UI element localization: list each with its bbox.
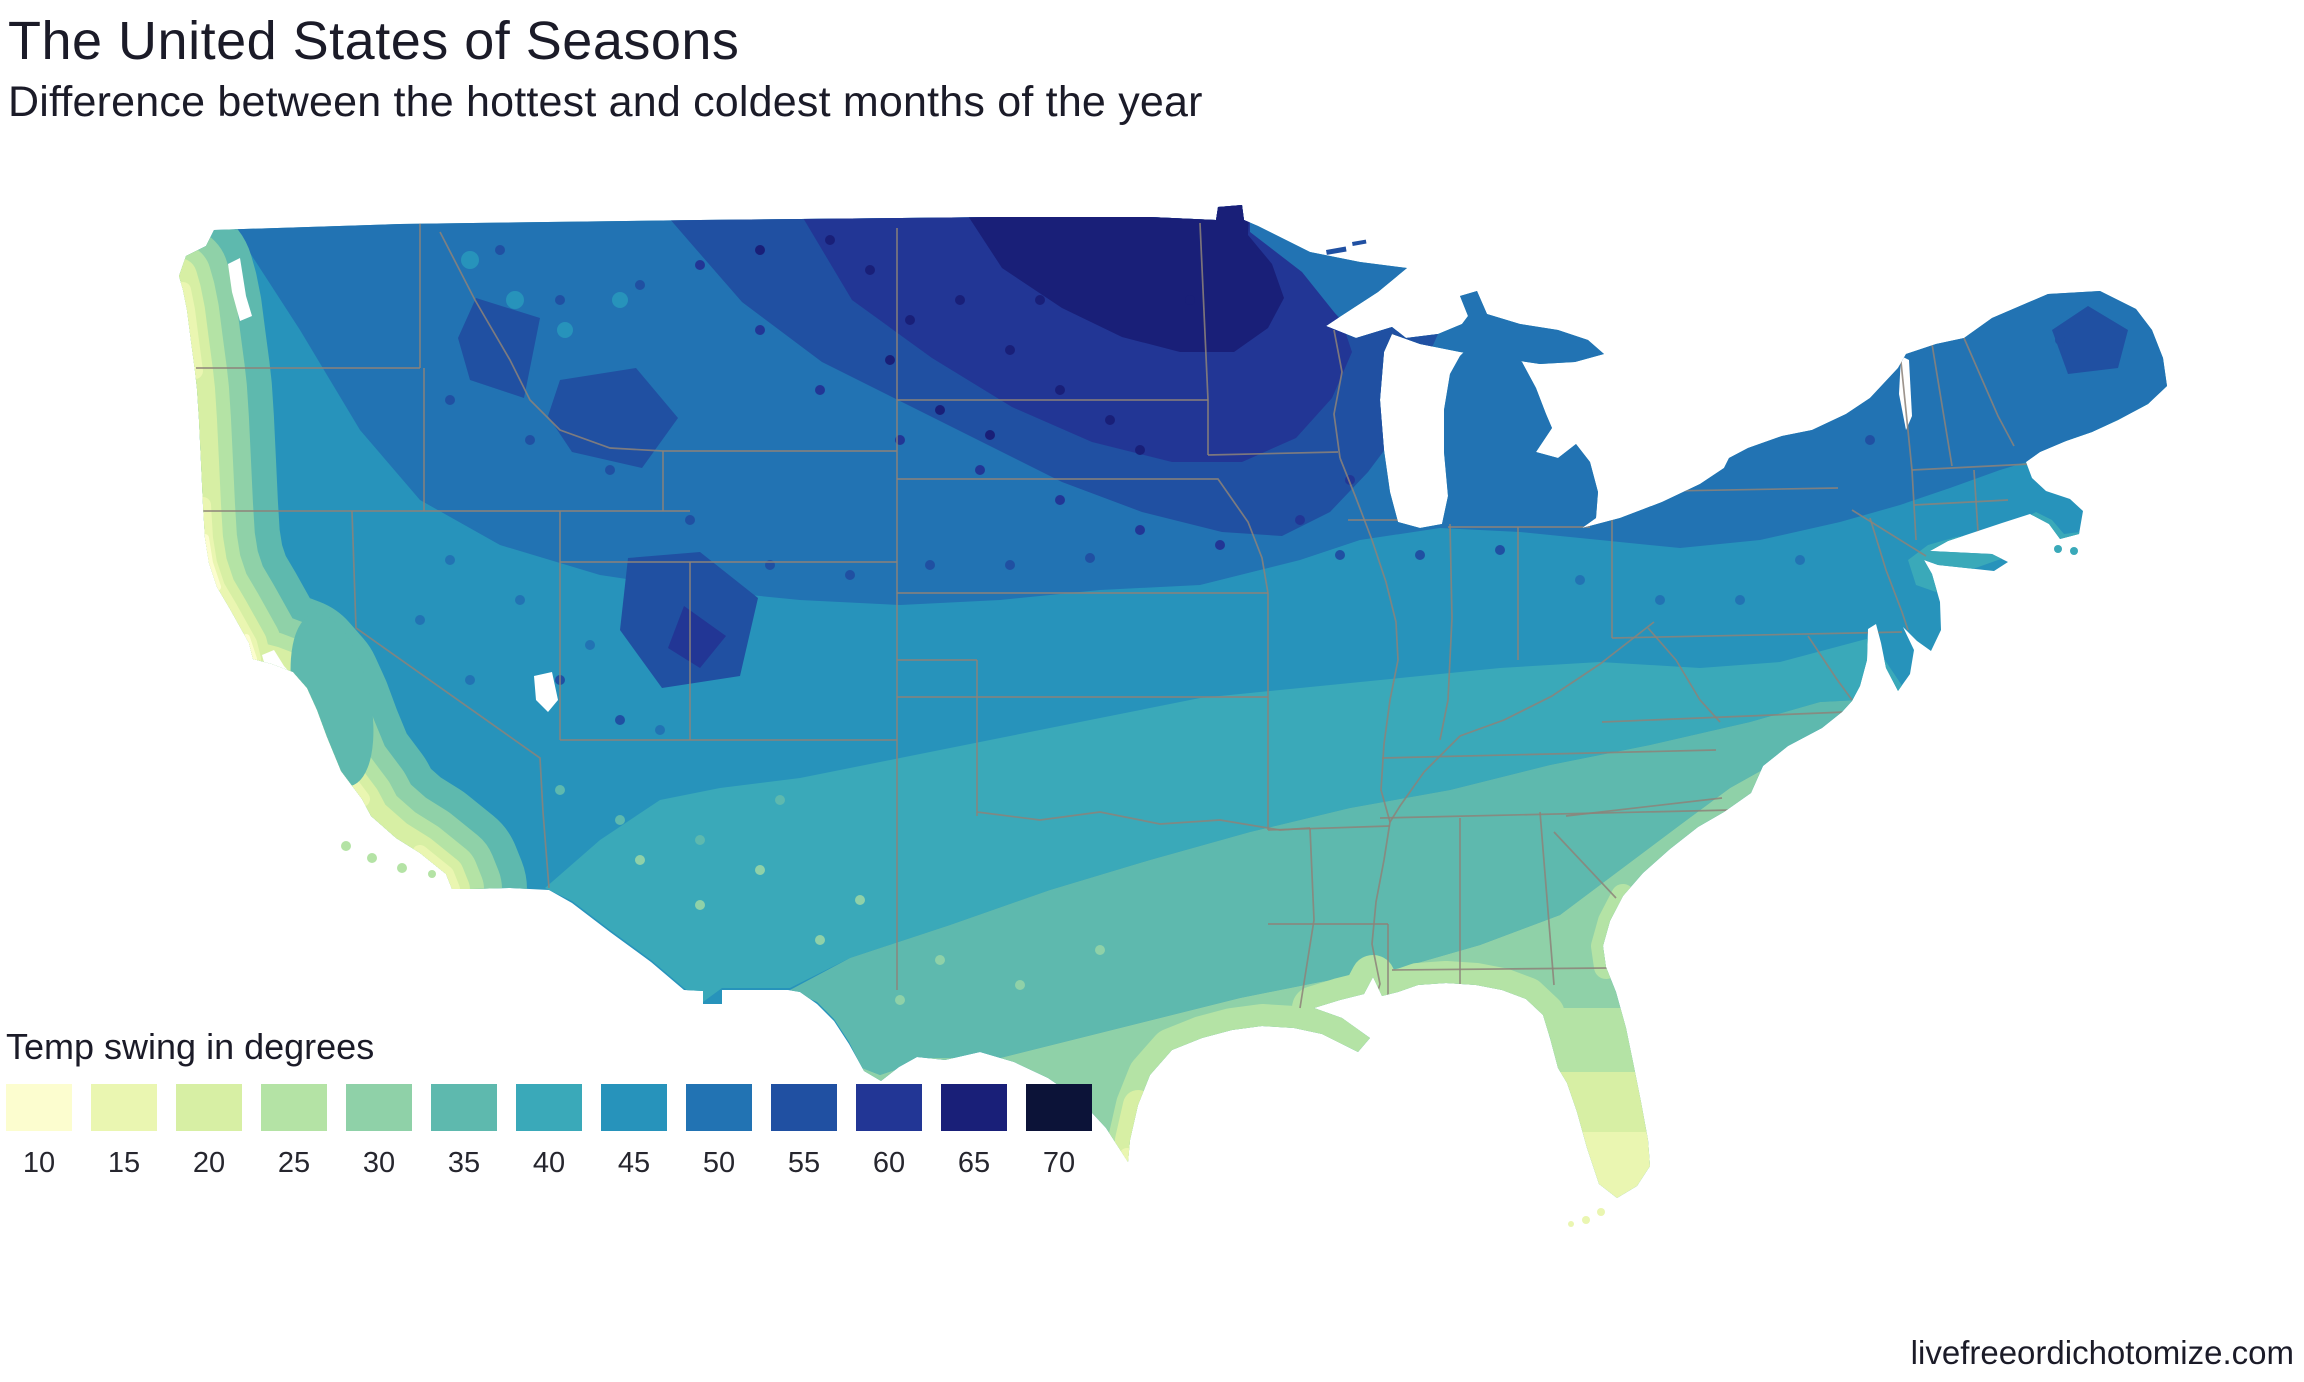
page-title: The United States of Seasons [8, 11, 740, 71]
florida-keys [1568, 1208, 1605, 1227]
florida-gradient [1545, 1008, 1662, 1198]
legend-swatch-70 [1026, 1084, 1092, 1131]
legend-label-30: 30 [362, 1147, 396, 1179]
cape-cod-islands [2054, 545, 2078, 555]
zone-35 [790, 700, 1885, 1075]
offshore-islands [341, 239, 2078, 1227]
legend-label-60: 60 [872, 1147, 906, 1179]
channel-islands [341, 841, 436, 878]
legend-label-55: 55 [787, 1147, 821, 1179]
legend-label-65: 65 [957, 1147, 991, 1179]
legend-swatch-15 [91, 1084, 157, 1131]
legend-swatch-50 [686, 1084, 752, 1131]
legend: Temp swing in degrees 10 15 20 25 30 35 … [6, 1026, 1092, 1180]
legend-swatch-65 [941, 1084, 1007, 1131]
state-borders [196, 222, 2031, 1012]
legend-swatch-35 [431, 1084, 497, 1131]
legend-label-35: 35 [447, 1147, 481, 1179]
legend-swatch-row [6, 1084, 1092, 1131]
legend-swatch-10 [6, 1084, 72, 1131]
legend-label-50: 50 [702, 1147, 736, 1179]
legend-label-70: 70 [1042, 1147, 1076, 1179]
legend-label-25: 25 [277, 1147, 311, 1179]
speckle-dots [216, 235, 2065, 1005]
isle-royale [1326, 239, 1367, 255]
legend-label-15: 15 [107, 1147, 141, 1179]
legend-swatch-55 [771, 1084, 837, 1131]
source-credit: livefreeordichotomize.com [1910, 1334, 2294, 1371]
legend-swatch-25 [261, 1084, 327, 1131]
legend-label-10: 10 [22, 1147, 56, 1179]
mountain-patches [458, 298, 2128, 688]
legend-label-45: 45 [617, 1147, 651, 1179]
legend-title: Temp swing in degrees [6, 1026, 375, 1067]
legend-swatch-20 [176, 1084, 242, 1131]
legend-swatch-40 [516, 1084, 582, 1131]
page-subtitle: Difference between the hottest and colde… [8, 78, 1203, 126]
legend-swatch-60 [856, 1084, 922, 1131]
legend-swatch-30 [346, 1084, 412, 1131]
zone-65 [955, 205, 1284, 352]
legend-swatch-45 [601, 1084, 667, 1131]
legend-label-40: 40 [532, 1147, 566, 1179]
pacific-coast-gradient [179, 205, 527, 964]
legend-label-20: 20 [192, 1147, 226, 1179]
legend-label-row: 10 15 20 25 30 35 40 45 50 55 60 65 70 [6, 1147, 1092, 1180]
